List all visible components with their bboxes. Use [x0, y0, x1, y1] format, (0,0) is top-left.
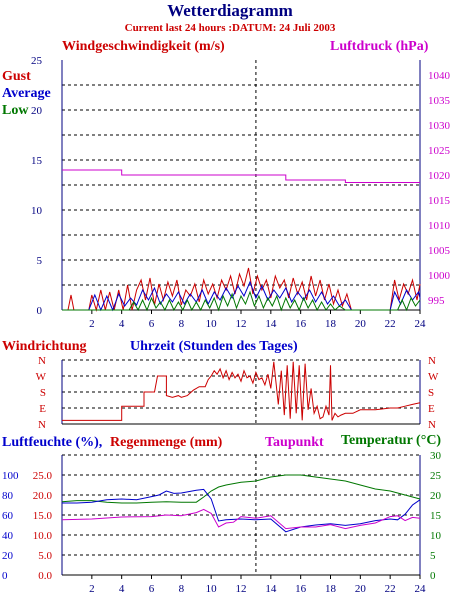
temperature-label: Temperatur (°C) — [341, 433, 441, 448]
time-axis-label: Uhrzeit (Stunden des Tages) — [130, 339, 298, 354]
wind-panel-x-tick-label: 20 — [355, 318, 367, 330]
direction-y-tick-right: E — [428, 403, 435, 415]
wind-panel-x-tick-label: 16 — [295, 318, 307, 330]
direction-y-tick-right: N — [428, 419, 436, 431]
wind-panel-x-tick-label: 8 — [179, 318, 185, 330]
wind-panel-x-tick-label: 14 — [265, 318, 277, 330]
wind-y-tick-label: 25 — [31, 55, 43, 67]
legend-gust: Gust — [2, 69, 31, 84]
pressure-y-tick-label: 1005 — [428, 245, 451, 257]
wind-panel-x-tick-label: 22 — [385, 318, 396, 330]
temperature-y-tick-label: 5 — [430, 550, 436, 562]
direction-y-tick-right: S — [428, 387, 434, 399]
direction-y-tick-left: S — [40, 387, 46, 399]
wind-panel-x-tick-label: 12 — [236, 318, 247, 330]
series-line-luftfeuchte — [62, 488, 421, 533]
pressure-label: Luftdruck (hPa) — [330, 39, 429, 54]
wind-panel-x-tick-label: 18 — [325, 318, 337, 330]
temperature-y-tick-label: 10 — [430, 530, 442, 542]
humidity-y-tick-label: 40 — [2, 530, 14, 542]
series-line-average — [62, 280, 421, 312]
wind-speed-label: Windgeschwindigkeit (m/s) — [62, 39, 225, 54]
humidity-panel-x-tick-label: 22 — [385, 583, 396, 595]
rain-y-tick-label: 0.0 — [38, 570, 52, 582]
direction-y-tick-left: N — [38, 419, 46, 431]
humidity-panel-x-tick-label: 24 — [415, 583, 427, 595]
temperature-y-tick-label: 30 — [430, 450, 442, 462]
temperature-y-tick-label: 0 — [430, 570, 436, 582]
wind-panel-x-tick-label: 24 — [415, 318, 427, 330]
pressure-y-tick-label: 1025 — [428, 145, 451, 157]
humidity-panel-x-tick-label: 4 — [119, 583, 125, 595]
humidity-panel-x-tick-label: 16 — [295, 583, 307, 595]
chart-subtitle: Current last 24 hours :DATUM: 24 Juli 20… — [125, 22, 336, 34]
rain-y-tick-label: 5.0 — [38, 550, 52, 562]
direction-y-tick-left: W — [36, 371, 47, 383]
pressure-y-tick-label: 1020 — [428, 170, 451, 182]
series-line-windrichtung — [62, 361, 421, 421]
humidity-y-tick-label: 60 — [2, 510, 14, 522]
chart-title: Wetterdiagramm — [167, 1, 293, 20]
humidity-panel-x-tick-label: 12 — [236, 583, 247, 595]
humidity-panel-x-tick-label: 20 — [355, 583, 367, 595]
wind-y-tick-label: 15 — [31, 155, 43, 167]
temperature-y-tick-label: 20 — [430, 490, 442, 502]
pressure-y-tick-label: 1015 — [428, 195, 451, 207]
pressure-y-tick-label: 1030 — [428, 120, 451, 132]
temperature-y-tick-label: 15 — [430, 510, 442, 522]
temperature-y-tick-label: 25 — [430, 470, 442, 482]
direction-y-tick-left: E — [39, 403, 46, 415]
wind-direction-label: Windrichtung — [2, 339, 87, 354]
wind-y-tick-label: 10 — [31, 205, 43, 217]
pressure-y-tick-label: 1035 — [428, 95, 451, 107]
direction-y-tick-left: N — [38, 355, 46, 367]
rain-y-tick-label: 25.0 — [33, 470, 53, 482]
humidity-y-tick-label: 80 — [2, 490, 14, 502]
humidity-panel-x-tick-label: 6 — [149, 583, 155, 595]
pressure-y-tick-label: 1010 — [428, 220, 451, 232]
series-line-gust — [62, 267, 421, 312]
wind-y-tick-label: 5 — [37, 255, 43, 267]
legend-average: Average — [2, 86, 51, 101]
humidity-panel-x-tick-label: 18 — [325, 583, 337, 595]
series-line-low — [62, 290, 421, 312]
rain-label: Regenmenge (mm) — [110, 435, 223, 450]
dewpoint-label: Taupunkt — [265, 435, 324, 450]
pressure-y-tick-label: 1040 — [428, 70, 451, 82]
humidity-panel-x-tick-label: 8 — [179, 583, 185, 595]
humidity-y-tick-label: 0 — [2, 570, 8, 582]
chart-panels: 0510152025995100010051010101510201025103… — [2, 55, 451, 595]
series-line-luftdruck — [62, 169, 420, 183]
humidity-panel-x-tick-label: 14 — [265, 583, 277, 595]
series-line-taupunkt — [61, 508, 421, 530]
wind-panel-x-tick-label: 6 — [149, 318, 155, 330]
direction-y-tick-right: W — [428, 371, 439, 383]
wind-panel-x-tick-label: 4 — [119, 318, 125, 330]
direction-y-tick-right: N — [428, 355, 436, 367]
wind-panel-x-tick-label: 2 — [89, 318, 95, 330]
pressure-y-tick-label: 995 — [428, 295, 445, 307]
legend-low: Low — [2, 103, 29, 118]
humidity-panel-x-tick-label: 10 — [206, 583, 218, 595]
humidity-label: Luftfeuchte (%), — [2, 435, 102, 450]
humidity-panel-x-tick-label: 2 — [89, 583, 95, 595]
humidity-y-tick-label: 20 — [2, 550, 14, 562]
wind-y-tick-label: 20 — [31, 105, 43, 117]
series-line-temperatur — [61, 474, 421, 504]
rain-y-tick-label: 20.0 — [33, 490, 53, 502]
rain-y-tick-label: 10.0 — [33, 530, 53, 542]
rain-y-tick-label: 15.0 — [33, 510, 53, 522]
wind-panel-x-tick-label: 10 — [206, 318, 218, 330]
wind-y-tick-label: 0 — [37, 305, 43, 317]
pressure-y-tick-label: 1000 — [428, 270, 451, 282]
humidity-y-tick-label: 100 — [2, 470, 19, 482]
